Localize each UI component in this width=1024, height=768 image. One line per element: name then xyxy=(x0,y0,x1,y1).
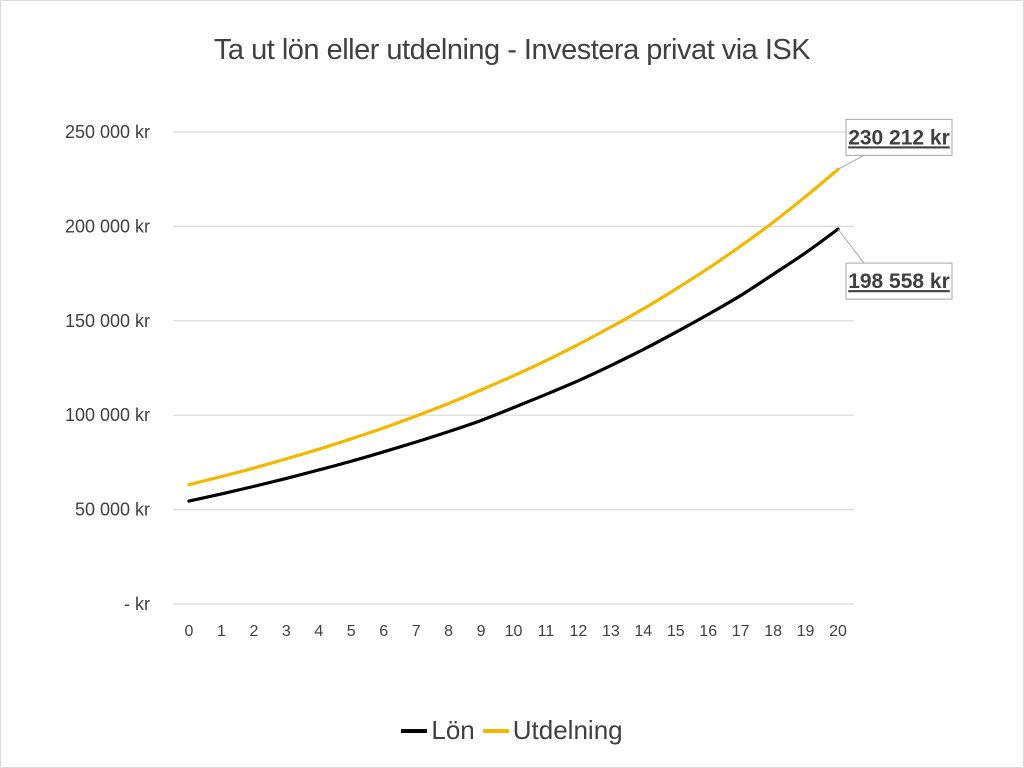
x-tick-label-18: 18 xyxy=(764,623,782,640)
x-tick-label-16: 16 xyxy=(699,623,717,640)
x-tick-label-6: 6 xyxy=(379,623,388,640)
x-tick-label-7: 7 xyxy=(412,623,421,640)
x-tick-label-9: 9 xyxy=(477,623,486,640)
x-tick-label-1: 1 xyxy=(217,623,226,640)
x-tick-label-10: 10 xyxy=(505,623,523,640)
legend-item-lon: Lön xyxy=(401,715,475,746)
chart-title: Ta ut lön eller utdelning - Investera pr… xyxy=(213,34,811,66)
callout-box-lon xyxy=(845,262,953,300)
x-tick-label-0: 0 xyxy=(185,623,194,640)
callout-label-utdelning: 230 212 kr xyxy=(848,126,950,149)
x-tick-label-15: 15 xyxy=(667,623,685,640)
x-tick-label-20: 20 xyxy=(829,623,847,640)
callout-leader-lon xyxy=(837,228,865,264)
y-tick-label-4: 200 000 kr xyxy=(65,216,150,236)
callout-box-utdelning xyxy=(845,118,953,156)
y-tick-label-0: - kr xyxy=(124,594,150,614)
legend-swatch-lon xyxy=(401,728,428,733)
x-tick-label-12: 12 xyxy=(570,623,588,640)
legend-item-utdelning: Utdelning xyxy=(482,715,623,746)
legend-swatch-utdelning xyxy=(482,728,509,733)
legend-label-lon: Lön xyxy=(431,715,475,745)
callout-leader-utdelning xyxy=(837,154,865,170)
x-tick-label-4: 4 xyxy=(314,623,323,640)
x-tick-label-14: 14 xyxy=(634,623,652,640)
x-tick-label-17: 17 xyxy=(732,623,750,640)
x-tick-label-11: 11 xyxy=(538,623,555,640)
legend: Lön Utdelning xyxy=(0,715,1024,746)
x-tick-label-19: 19 xyxy=(797,623,815,640)
legend-label-utdelning: Utdelning xyxy=(512,715,623,745)
callout-label-lon: 198 558 kr xyxy=(848,270,950,293)
y-tick-label-2: 100 000 kr xyxy=(65,405,150,425)
series-line-utdelning xyxy=(187,167,840,487)
x-tick-label-2: 2 xyxy=(249,623,258,640)
x-tick-label-5: 5 xyxy=(347,623,356,640)
x-tick-label-3: 3 xyxy=(282,623,291,640)
y-tick-label-5: 250 000 kr xyxy=(65,122,150,142)
y-tick-label-1: 50 000 kr xyxy=(75,500,150,520)
x-tick-label-8: 8 xyxy=(444,623,453,640)
y-tick-label-3: 150 000 kr xyxy=(65,311,150,331)
x-tick-label-13: 13 xyxy=(602,623,620,640)
